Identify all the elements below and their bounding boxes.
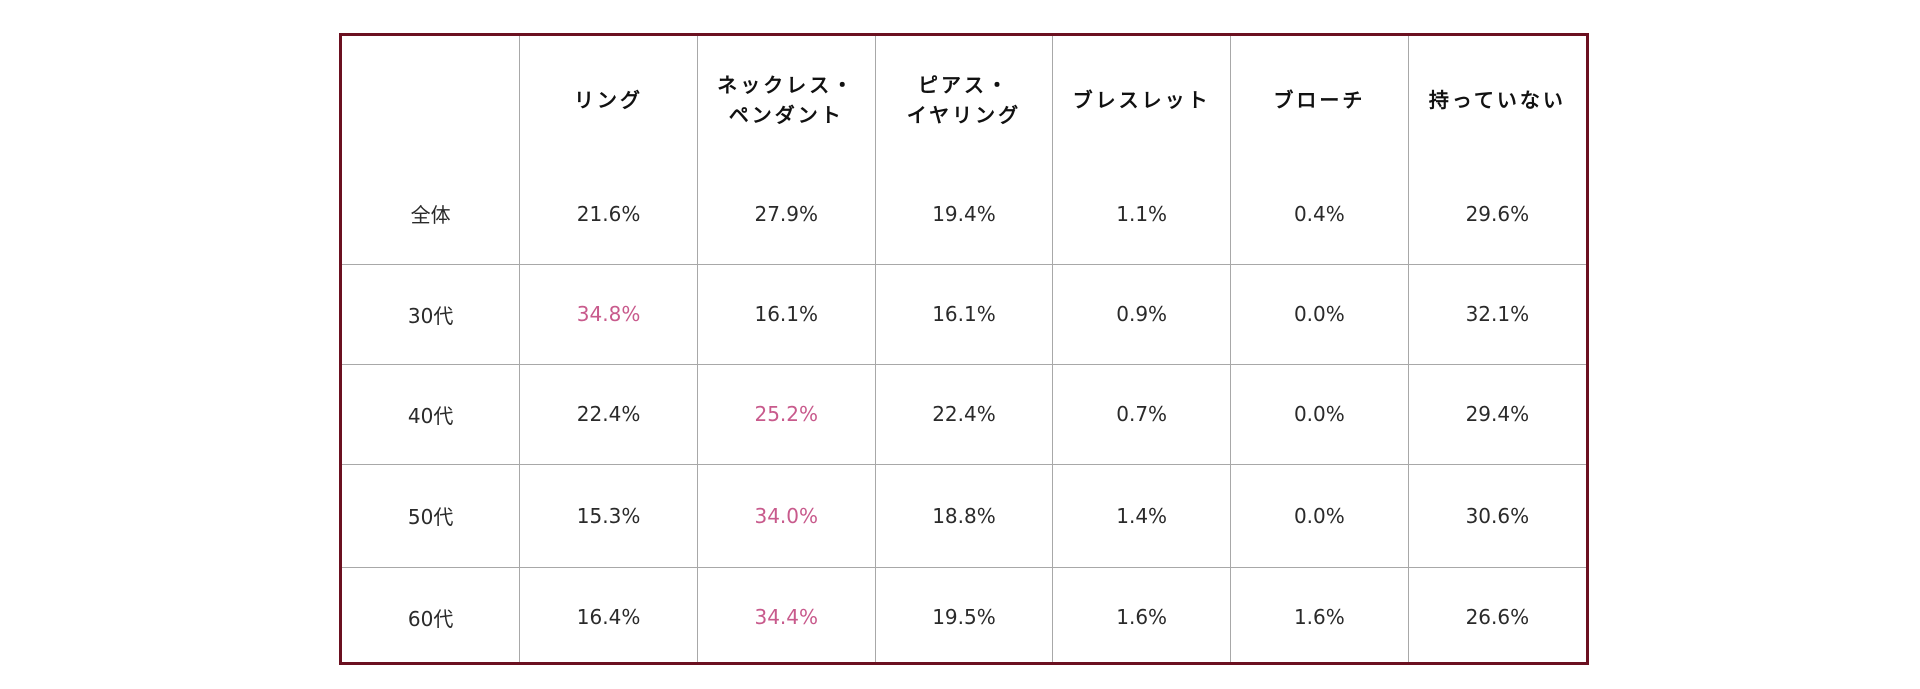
data-cell: 1.6% — [1230, 566, 1409, 662]
data-cell: 34.0% — [696, 463, 876, 568]
data-cell: 30.6% — [1407, 463, 1586, 568]
data-cell: 0.9% — [1052, 263, 1232, 365]
data-cell: 21.6% — [519, 164, 698, 265]
header-bracelet: ブレスレット — [1052, 36, 1232, 164]
data-cell: 16.1% — [696, 263, 876, 365]
table-row: 60代 16.4% 34.4% 19.5% 1.6% 1.6% 26.6% — [342, 566, 1586, 662]
data-cell: 16.4% — [519, 566, 698, 662]
header-necklace-pendant: ネックレス・ ペンダント — [696, 36, 876, 164]
row-label: 50代 — [342, 463, 521, 568]
row-label: 全体 — [342, 164, 521, 265]
table-row: 30代 34.8% 16.1% 16.1% 0.9% 0.0% 32.1% — [342, 263, 1586, 365]
table-frame: リング ネックレス・ ペンダント ピアス・ イヤリング ブレスレット ブローチ — [339, 33, 1589, 665]
data-cell: 0.0% — [1230, 363, 1409, 465]
header-necklace-line-1: ネックレス・ — [717, 73, 856, 97]
header-brooch: ブローチ — [1230, 36, 1409, 164]
row-label: 40代 — [342, 363, 521, 465]
data-cell: 0.7% — [1052, 363, 1232, 465]
data-cell: 25.2% — [696, 363, 876, 465]
header-brooch-label: ブローチ — [1273, 88, 1366, 112]
data-cell: 1.1% — [1052, 164, 1232, 265]
data-cell: 29.6% — [1407, 164, 1586, 265]
data-cell: 19.5% — [874, 566, 1054, 662]
table-row: 全体 21.6% 27.9% 19.4% 1.1% 0.4% 29.6% — [342, 164, 1586, 265]
data-cell: 34.8% — [519, 263, 698, 365]
data-cell: 29.4% — [1407, 363, 1586, 465]
table-row: 50代 15.3% 34.0% 18.8% 1.4% 0.0% 30.6% — [342, 463, 1586, 568]
header-pierce-line-1: ピアス・ — [917, 73, 1010, 97]
data-cell: 16.1% — [874, 263, 1054, 365]
data-cell: 1.4% — [1052, 463, 1232, 568]
table-row: 40代 22.4% 25.2% 22.4% 0.7% 0.0% 29.4% — [342, 363, 1586, 465]
data-cell: 0.4% — [1230, 164, 1409, 265]
data-table: リング ネックレス・ ペンダント ピアス・ イヤリング ブレスレット ブローチ — [342, 36, 1586, 662]
header-none: 持っていない — [1407, 36, 1586, 164]
data-cell: 22.4% — [874, 363, 1054, 465]
table-body: 全体 21.6% 27.9% 19.4% 1.1% 0.4% 29.6% 30代 34.8% 16… — [342, 164, 1586, 662]
data-cell: 22.4% — [519, 363, 698, 465]
header-ring: リング — [519, 36, 698, 164]
data-cell: 15.3% — [519, 463, 698, 568]
header-pierce-line-2: イヤリング — [906, 103, 1022, 127]
data-cell: 34.4% — [696, 566, 876, 662]
row-label: 60代 — [342, 566, 521, 662]
row-label: 30代 — [342, 263, 521, 365]
data-cell: 26.6% — [1407, 566, 1586, 662]
data-cell: 19.4% — [874, 164, 1054, 265]
data-cell: 0.0% — [1230, 263, 1409, 365]
data-cell: 32.1% — [1407, 263, 1586, 365]
header-none-label: 持っていない — [1428, 88, 1566, 112]
data-cell: 1.6% — [1052, 566, 1232, 662]
header-ring-label: リング — [574, 88, 644, 112]
header-corner-cell — [342, 36, 521, 164]
data-cell: 27.9% — [696, 164, 876, 265]
data-cell: 18.8% — [874, 463, 1054, 568]
header-bracelet-label: ブレスレット — [1072, 88, 1211, 112]
header-pierce-earring: ピアス・ イヤリング — [874, 36, 1054, 164]
header-necklace-line-2: ペンダント — [728, 103, 844, 127]
data-cell: 0.0% — [1230, 463, 1409, 568]
header-row: リング ネックレス・ ペンダント ピアス・ イヤリング ブレスレット ブローチ — [342, 36, 1586, 164]
